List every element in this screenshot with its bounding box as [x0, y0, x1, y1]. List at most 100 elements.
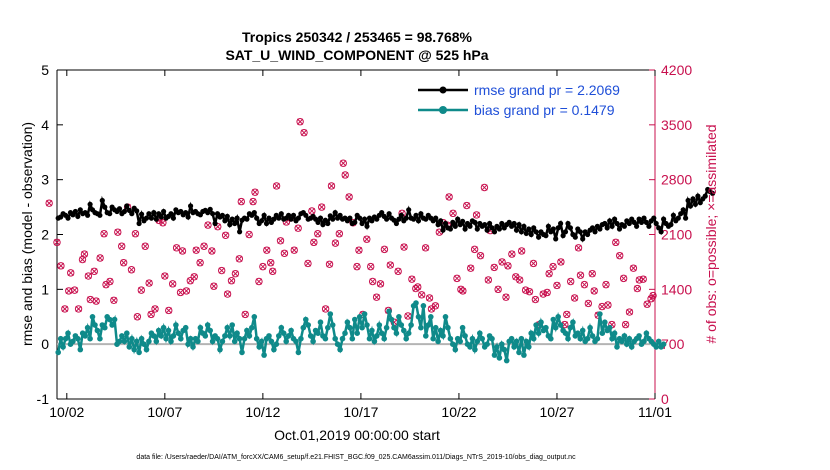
- rmse-point: [406, 207, 412, 213]
- bias-point: [369, 327, 375, 334]
- obs-count-marker: [576, 271, 585, 279]
- obs-count-marker: [131, 230, 140, 238]
- obs-count-marker: [200, 242, 208, 250]
- obs-count-marker: [557, 258, 565, 266]
- rmse-point: [678, 211, 684, 217]
- bias-point: [273, 341, 280, 348]
- bias-point: [550, 316, 557, 323]
- bias-point: [450, 341, 456, 348]
- rmse-point: [687, 203, 694, 209]
- bias-point: [106, 316, 113, 323]
- bias-point: [445, 324, 451, 331]
- obs-count-marker: [259, 262, 267, 271]
- obs-count-marker: [217, 266, 226, 275]
- bias-point: [197, 324, 204, 331]
- bias-point: [303, 316, 309, 323]
- bias-point: [655, 338, 662, 345]
- obs-count-marker: [531, 295, 540, 304]
- obs-count-marker: [290, 246, 298, 254]
- rmse-point: [153, 216, 159, 222]
- bias-point: [469, 335, 476, 342]
- rmse-point: [263, 220, 270, 227]
- obs-count-marker: [580, 280, 589, 289]
- y-axis-left-label: rmse and bias (model - observation): [19, 122, 35, 346]
- rmse-point: [332, 210, 338, 216]
- obs-count-marker: [502, 293, 510, 301]
- bias-point: [280, 330, 287, 337]
- rmse-point: [450, 219, 456, 225]
- bias-point: [207, 327, 213, 334]
- rmse-point: [411, 216, 417, 222]
- obs-count-marker: [161, 272, 169, 280]
- y-left-tick-label: 0: [41, 336, 49, 352]
- obs-count-marker: [137, 286, 146, 294]
- bias-point: [77, 346, 84, 353]
- rmse-point: [352, 219, 358, 225]
- bias-point: [641, 338, 647, 345]
- bias-point: [413, 300, 419, 306]
- y-right-tick-label: 2800: [661, 172, 692, 188]
- obs-count-marker: [147, 310, 155, 319]
- obs-count-marker: [314, 230, 322, 238]
- obs-count-marker: [566, 277, 575, 286]
- legend: rmse grand pr = 2.2069 bias grand pr = 0…: [418, 82, 620, 118]
- x-tick-label: 10/12: [245, 404, 280, 420]
- bias-point: [599, 330, 606, 337]
- obs-count-marker: [231, 269, 240, 278]
- bias-point: [523, 338, 530, 345]
- rmse-point: [148, 215, 154, 221]
- rmse-point: [337, 212, 343, 218]
- rmse-point: [364, 223, 370, 229]
- obs-count-marker: [649, 291, 657, 300]
- bias-point: [418, 324, 424, 331]
- rmse-point: [670, 212, 677, 218]
- rmse-point: [403, 215, 409, 221]
- bias-point: [577, 335, 584, 342]
- bias-point: [315, 330, 321, 337]
- bias-point: [643, 330, 650, 337]
- obs-count-marker: [165, 306, 173, 315]
- bias-point: [111, 316, 118, 323]
- bias-point: [594, 335, 601, 342]
- rmse-point: [320, 222, 326, 228]
- bias-point: [428, 314, 434, 320]
- bias-point: [136, 349, 142, 356]
- rmse-point: [638, 219, 645, 225]
- bias-point: [611, 330, 618, 337]
- rmse-point: [433, 215, 439, 221]
- obs-count-marker: [151, 305, 159, 313]
- bias-point: [60, 344, 66, 350]
- obs-count-marker: [602, 280, 610, 289]
- bias-point: [89, 314, 96, 320]
- rmse-point: [359, 220, 365, 227]
- rmse-point: [496, 226, 502, 232]
- rmse-point: [690, 196, 696, 202]
- obs-count-marker: [431, 302, 440, 310]
- bias-point: [557, 322, 564, 328]
- rmse-point: [487, 220, 493, 227]
- bias-point: [396, 314, 402, 320]
- obs-count-marker: [472, 211, 481, 219]
- rmse-point: [423, 216, 429, 222]
- obs-count-marker: [386, 261, 395, 269]
- obs-count-marker: [304, 259, 312, 268]
- y-left-tick-label: 3: [41, 172, 49, 188]
- rmse-point: [491, 229, 498, 235]
- rmse-point: [499, 220, 505, 227]
- obs-count-marker: [584, 299, 593, 308]
- bias-point: [401, 327, 407, 334]
- rmse-point: [168, 211, 174, 217]
- obs-count-marker: [190, 273, 198, 281]
- bias-point: [614, 344, 620, 350]
- bias-point: [141, 341, 147, 348]
- obs-count-marker: [118, 242, 126, 250]
- rmse-point: [418, 211, 424, 217]
- rmse-point: [398, 212, 404, 218]
- bias-point: [636, 333, 642, 339]
- bias-point: [325, 324, 331, 331]
- rmse-point: [97, 212, 103, 218]
- rmse-point: [65, 215, 71, 221]
- rmse-point: [661, 216, 667, 222]
- bias-point: [352, 316, 358, 323]
- rmse-point: [474, 226, 480, 232]
